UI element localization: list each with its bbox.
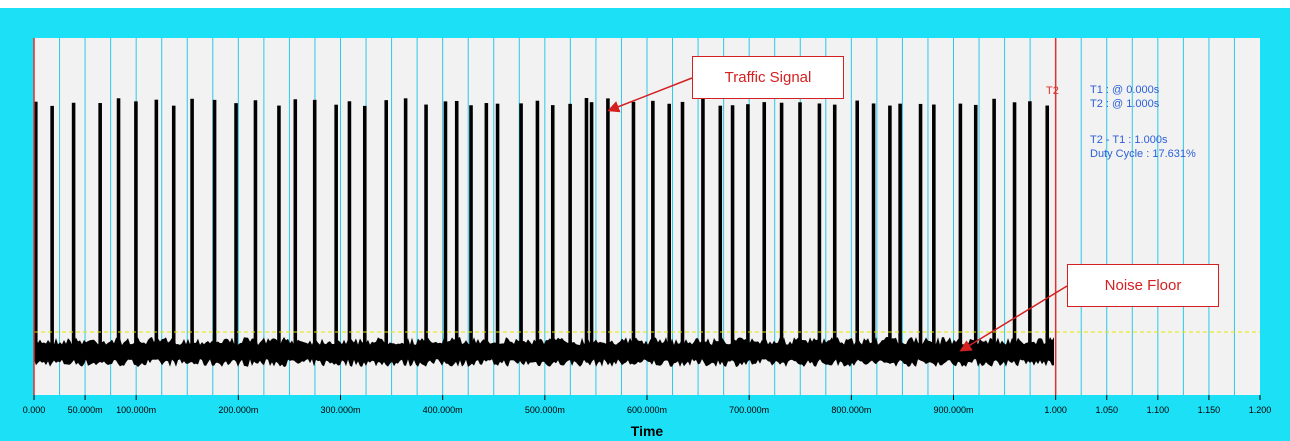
- x-tick-label: 50.000m: [68, 405, 103, 415]
- signal-pulse: [817, 103, 822, 347]
- signal-pulse: [293, 99, 298, 347]
- signal-pulse: [888, 105, 892, 347]
- signal-pulse: [98, 103, 102, 347]
- signal-pulse: [701, 98, 705, 347]
- signal-pulse: [154, 99, 159, 348]
- signal-pulse: [362, 105, 367, 348]
- signal-pulse: [718, 105, 723, 347]
- signal-pulse: [871, 103, 876, 347]
- signal-pulse: [958, 103, 963, 347]
- signal-pulse: [454, 100, 459, 347]
- x-tick-label: 800.000m: [831, 405, 871, 415]
- x-tick-label: 600.000m: [627, 405, 667, 415]
- readout-delta: T2 - T1 : 1.000s: [1090, 134, 1168, 146]
- x-tick-label: 500.000m: [525, 405, 565, 415]
- signal-pulse: [116, 98, 121, 347]
- signal-pulse: [50, 105, 54, 348]
- signal-pulse: [1045, 105, 1050, 347]
- signal-pulse: [1012, 102, 1017, 348]
- x-tick-label: 200.000m: [218, 405, 258, 415]
- signal-pulse: [992, 98, 996, 348]
- x-tick-label: 1.100: [1147, 405, 1170, 415]
- signal-pulse: [762, 102, 767, 347]
- signal-pulse: [631, 101, 636, 348]
- readout-t2: T2 : @ 1.000s: [1090, 98, 1160, 110]
- signal-pulse: [651, 100, 655, 347]
- signal-pulse: [34, 101, 38, 348]
- cursor-label-t2: T2: [1046, 85, 1059, 97]
- signal-pulse: [832, 104, 837, 347]
- signal-pulse: [667, 103, 672, 348]
- signal-pulse: [932, 104, 936, 348]
- x-tick-label: 0.000: [23, 405, 46, 415]
- signal-pulse: [171, 105, 176, 348]
- signal-pulse: [746, 104, 750, 347]
- signal-pulse: [312, 99, 317, 347]
- signal-pulse: [443, 101, 448, 347]
- cursors: [33, 38, 1057, 395]
- grid-lines: [59, 38, 1235, 395]
- x-tick-labels: 0.000 50.000m 100.000m 200.000m 300.000m 400.…: [23, 395, 1272, 415]
- top-bar: [0, 0, 1290, 8]
- signal-pulse: [973, 104, 978, 348]
- x-axis-label: Time: [631, 423, 664, 439]
- x-tick-label: 300.000m: [320, 405, 360, 415]
- signal-pulse: [277, 105, 281, 347]
- traffic-signal-callout: Traffic Signal: [692, 56, 844, 99]
- signal-pulse: [898, 103, 902, 348]
- signal-pulse: [779, 102, 784, 348]
- signal-pulse: [134, 101, 138, 347]
- signal-pulse: [798, 102, 802, 348]
- signal-pulse: [584, 98, 589, 347]
- signal-trace: [34, 98, 1054, 367]
- readout-t1: T1 : @ 0.000s: [1090, 84, 1160, 96]
- signal-pulse: [424, 104, 428, 347]
- callout-arrows: [607, 77, 1068, 352]
- signal-pulse: [484, 103, 489, 347]
- x-tick-label: 100.000m: [116, 405, 156, 415]
- x-tick-label: 1.200: [1249, 405, 1272, 415]
- signal-pulse: [535, 100, 540, 348]
- signal-pulse: [519, 103, 523, 347]
- signal-pulse: [568, 103, 572, 347]
- signal-pulse: [469, 105, 473, 347]
- signal-pulse: [71, 102, 76, 348]
- signal-pulse: [495, 103, 500, 347]
- signal-pulse: [589, 102, 594, 347]
- signal-pulse: [384, 100, 389, 347]
- signal-pulse: [918, 103, 923, 347]
- signal-pulse: [253, 100, 258, 348]
- x-tick-label: 400.000m: [423, 405, 463, 415]
- signal-pulse: [1028, 101, 1032, 348]
- signal-pulse: [680, 101, 685, 347]
- x-tick-label: 700.000m: [729, 405, 769, 415]
- x-tick-label: 1.150: [1198, 405, 1221, 415]
- signal-pulse: [234, 103, 238, 348]
- signal-pulse: [403, 98, 408, 347]
- traffic-signal-arrow: [607, 77, 693, 113]
- x-tick-label: 1.000: [1044, 405, 1067, 415]
- readout-duty-cycle: Duty Cycle : 17.631%: [1090, 148, 1196, 160]
- signal-pulse: [730, 105, 735, 347]
- signal-pulse: [347, 101, 352, 347]
- x-tick-label: 1.050: [1095, 405, 1118, 415]
- x-tick-label: 900.000m: [933, 405, 973, 415]
- signal-pulse: [606, 98, 610, 347]
- signal-pulse: [334, 104, 338, 347]
- signal-pulse: [855, 100, 859, 347]
- signal-pulse: [550, 105, 555, 347]
- signal-pulse: [212, 99, 217, 348]
- noise-floor-callout: Noise Floor: [1067, 264, 1219, 307]
- signal-pulse: [190, 98, 194, 347]
- noise-floor-arrow: [959, 285, 1068, 352]
